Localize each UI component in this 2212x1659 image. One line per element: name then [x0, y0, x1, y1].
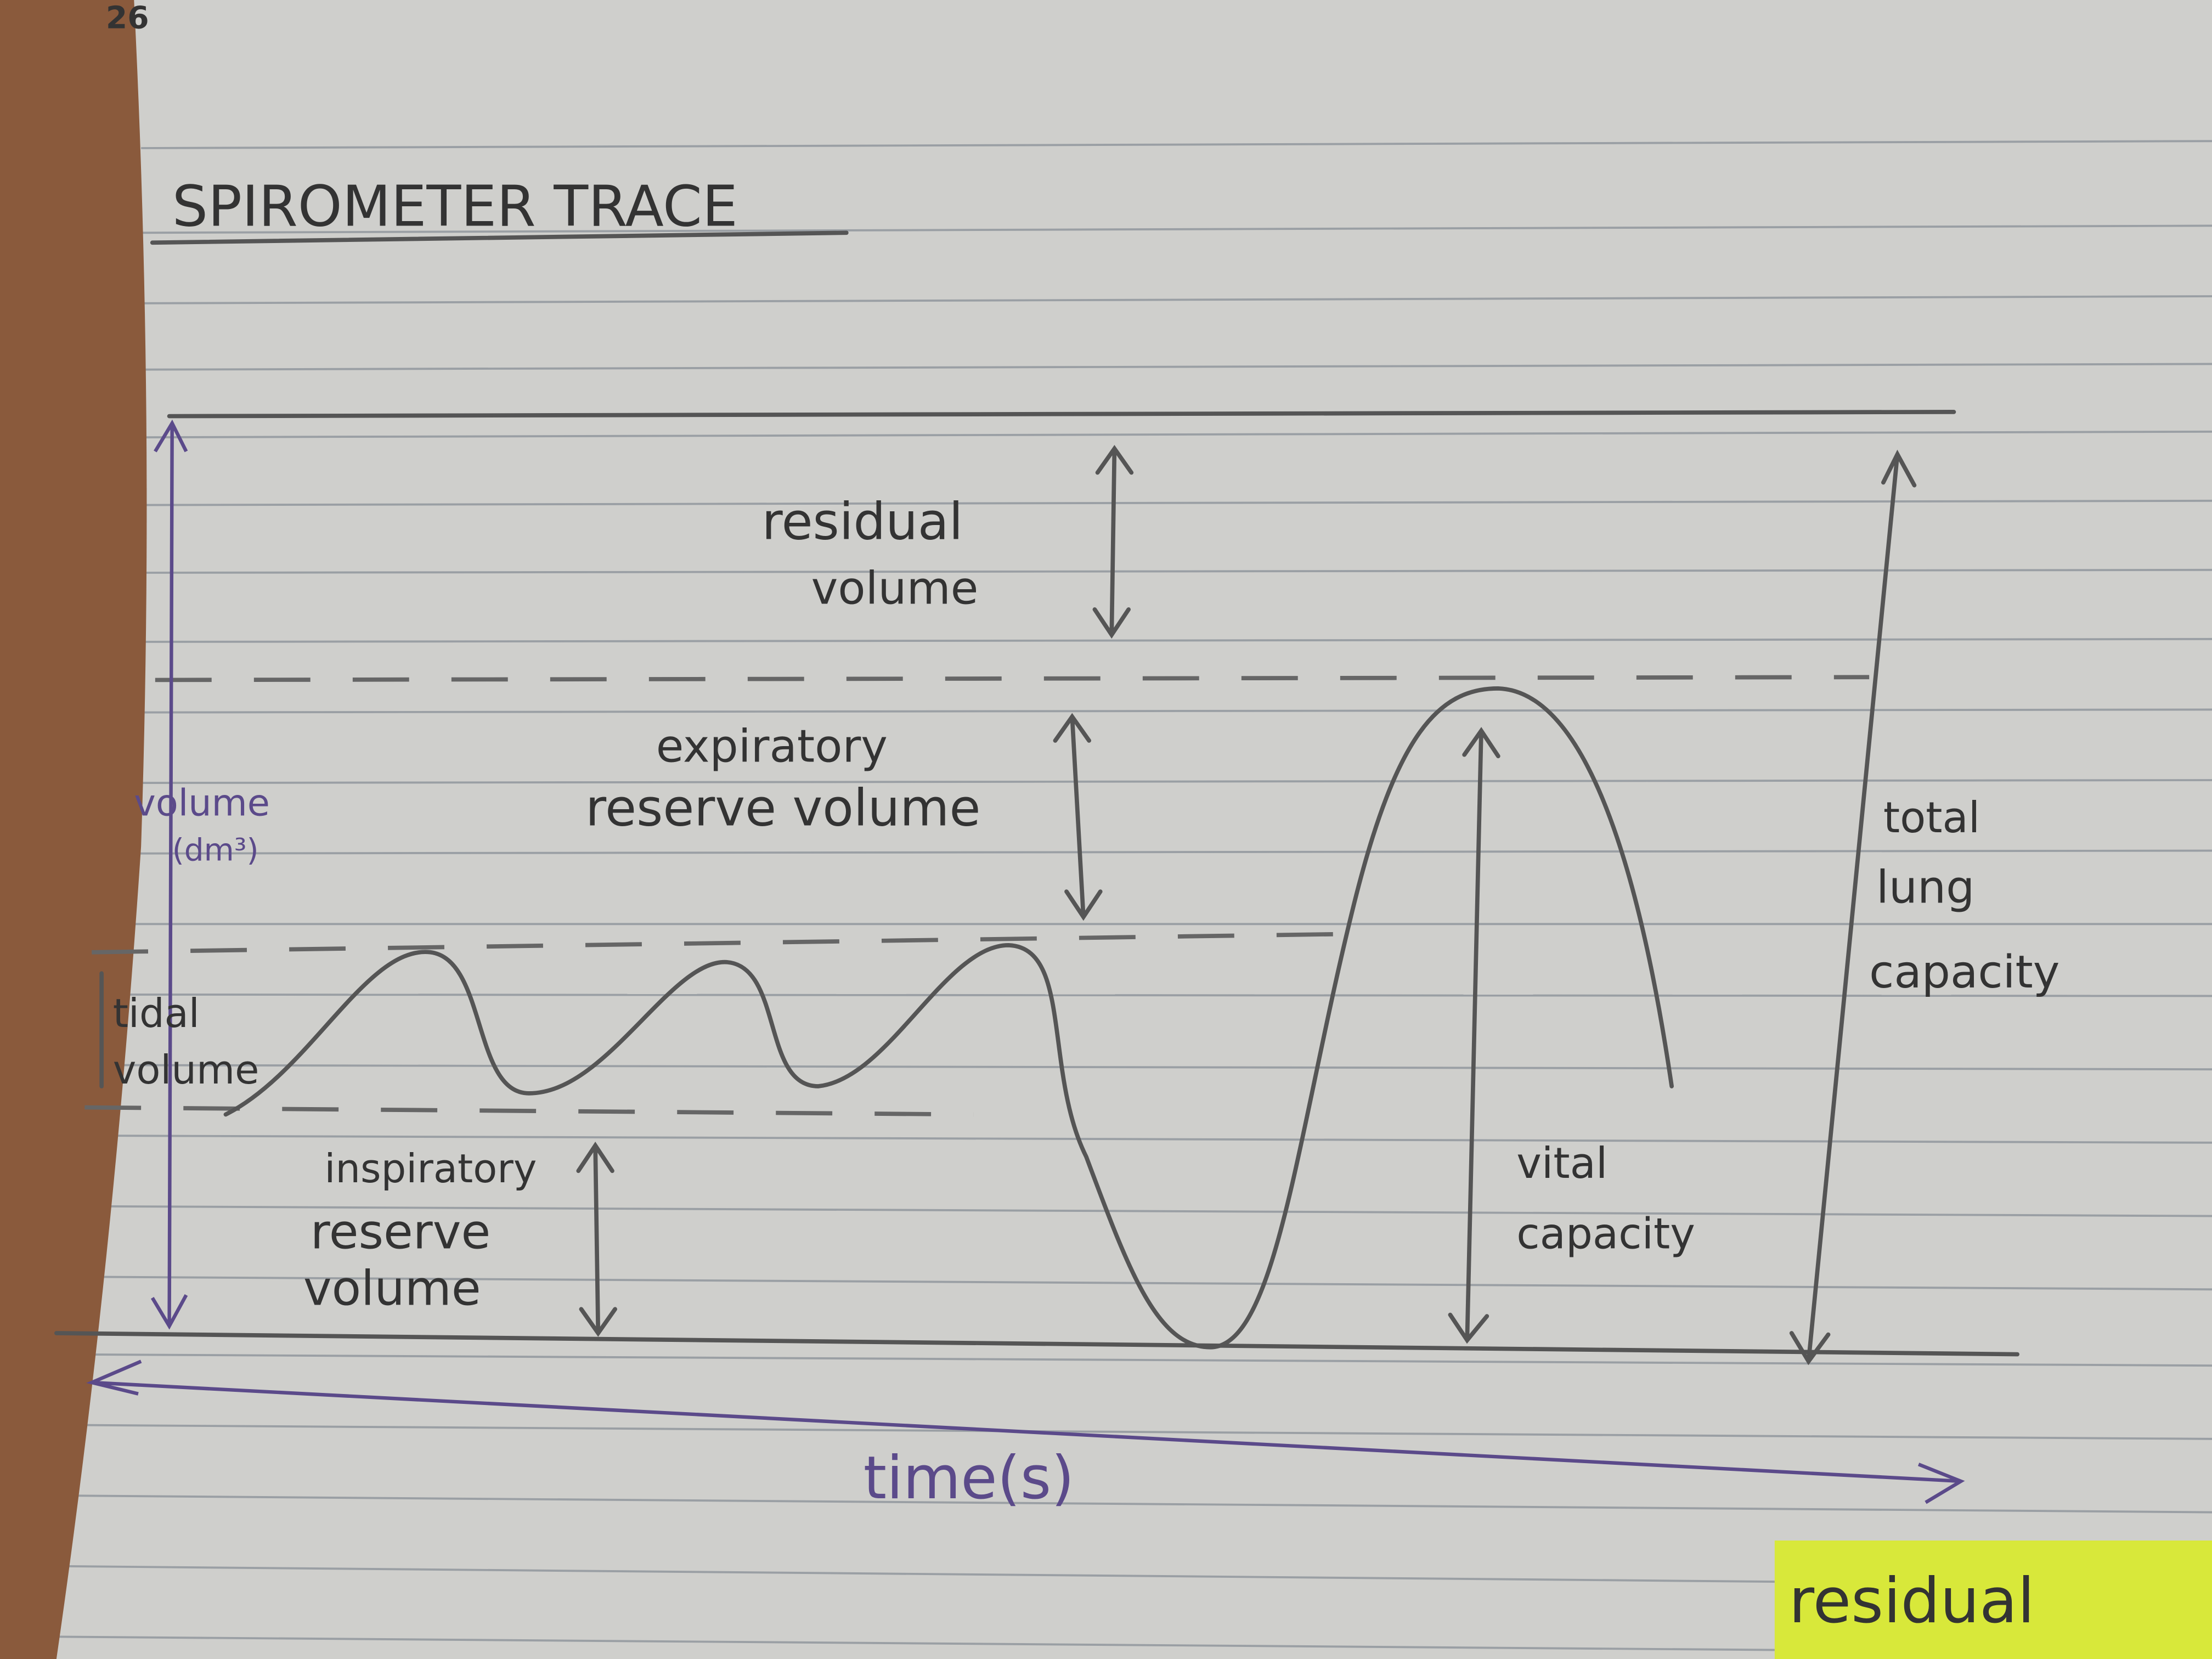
arrow: [1092, 445, 1134, 639]
page-number: 26: [106, 0, 149, 36]
y-axis-label: (dm³): [172, 832, 259, 868]
annotation: tidal: [113, 990, 200, 1036]
title-underline: [150, 230, 849, 245]
dashed-line: [155, 675, 1870, 682]
annotation: total: [1883, 793, 1980, 843]
bottom-line: [54, 1331, 2019, 1357]
annotation: expiratory: [656, 721, 888, 773]
arrow: [1789, 449, 1917, 1365]
annotation: volume: [811, 563, 979, 615]
top-line: [167, 410, 1956, 419]
annotation: volume: [113, 1047, 259, 1093]
annotation: reserve volume: [585, 778, 980, 837]
arrow: [1053, 713, 1103, 921]
y-axis-label: volume: [134, 781, 270, 824]
annotation: volume: [303, 1261, 481, 1317]
title: SPIROMETER TRACE: [172, 174, 738, 239]
annotation: capacity: [1516, 1210, 1695, 1259]
volume-axis-arrow: [150, 419, 188, 1330]
annotation: inspiratory: [324, 1146, 537, 1192]
sticky-note: [1774, 1541, 2212, 1659]
finger: [0, 0, 147, 1659]
spirometer-trace: [223, 686, 1674, 1350]
arrow: [1448, 727, 1500, 1344]
annotation: vital: [1516, 1139, 1607, 1188]
annotation: capacity: [1869, 946, 2059, 998]
x-axis-label: time(s): [864, 1444, 1075, 1513]
dashed-line: [92, 932, 1355, 955]
time-axis-arrow: [86, 1359, 1965, 1504]
annotation: lung: [1876, 862, 1974, 914]
annotation: residual: [762, 492, 963, 551]
sticky-note-text: residual: [1789, 1565, 2035, 1637]
arrow: [576, 1142, 618, 1337]
annotation: reserve: [311, 1204, 491, 1260]
